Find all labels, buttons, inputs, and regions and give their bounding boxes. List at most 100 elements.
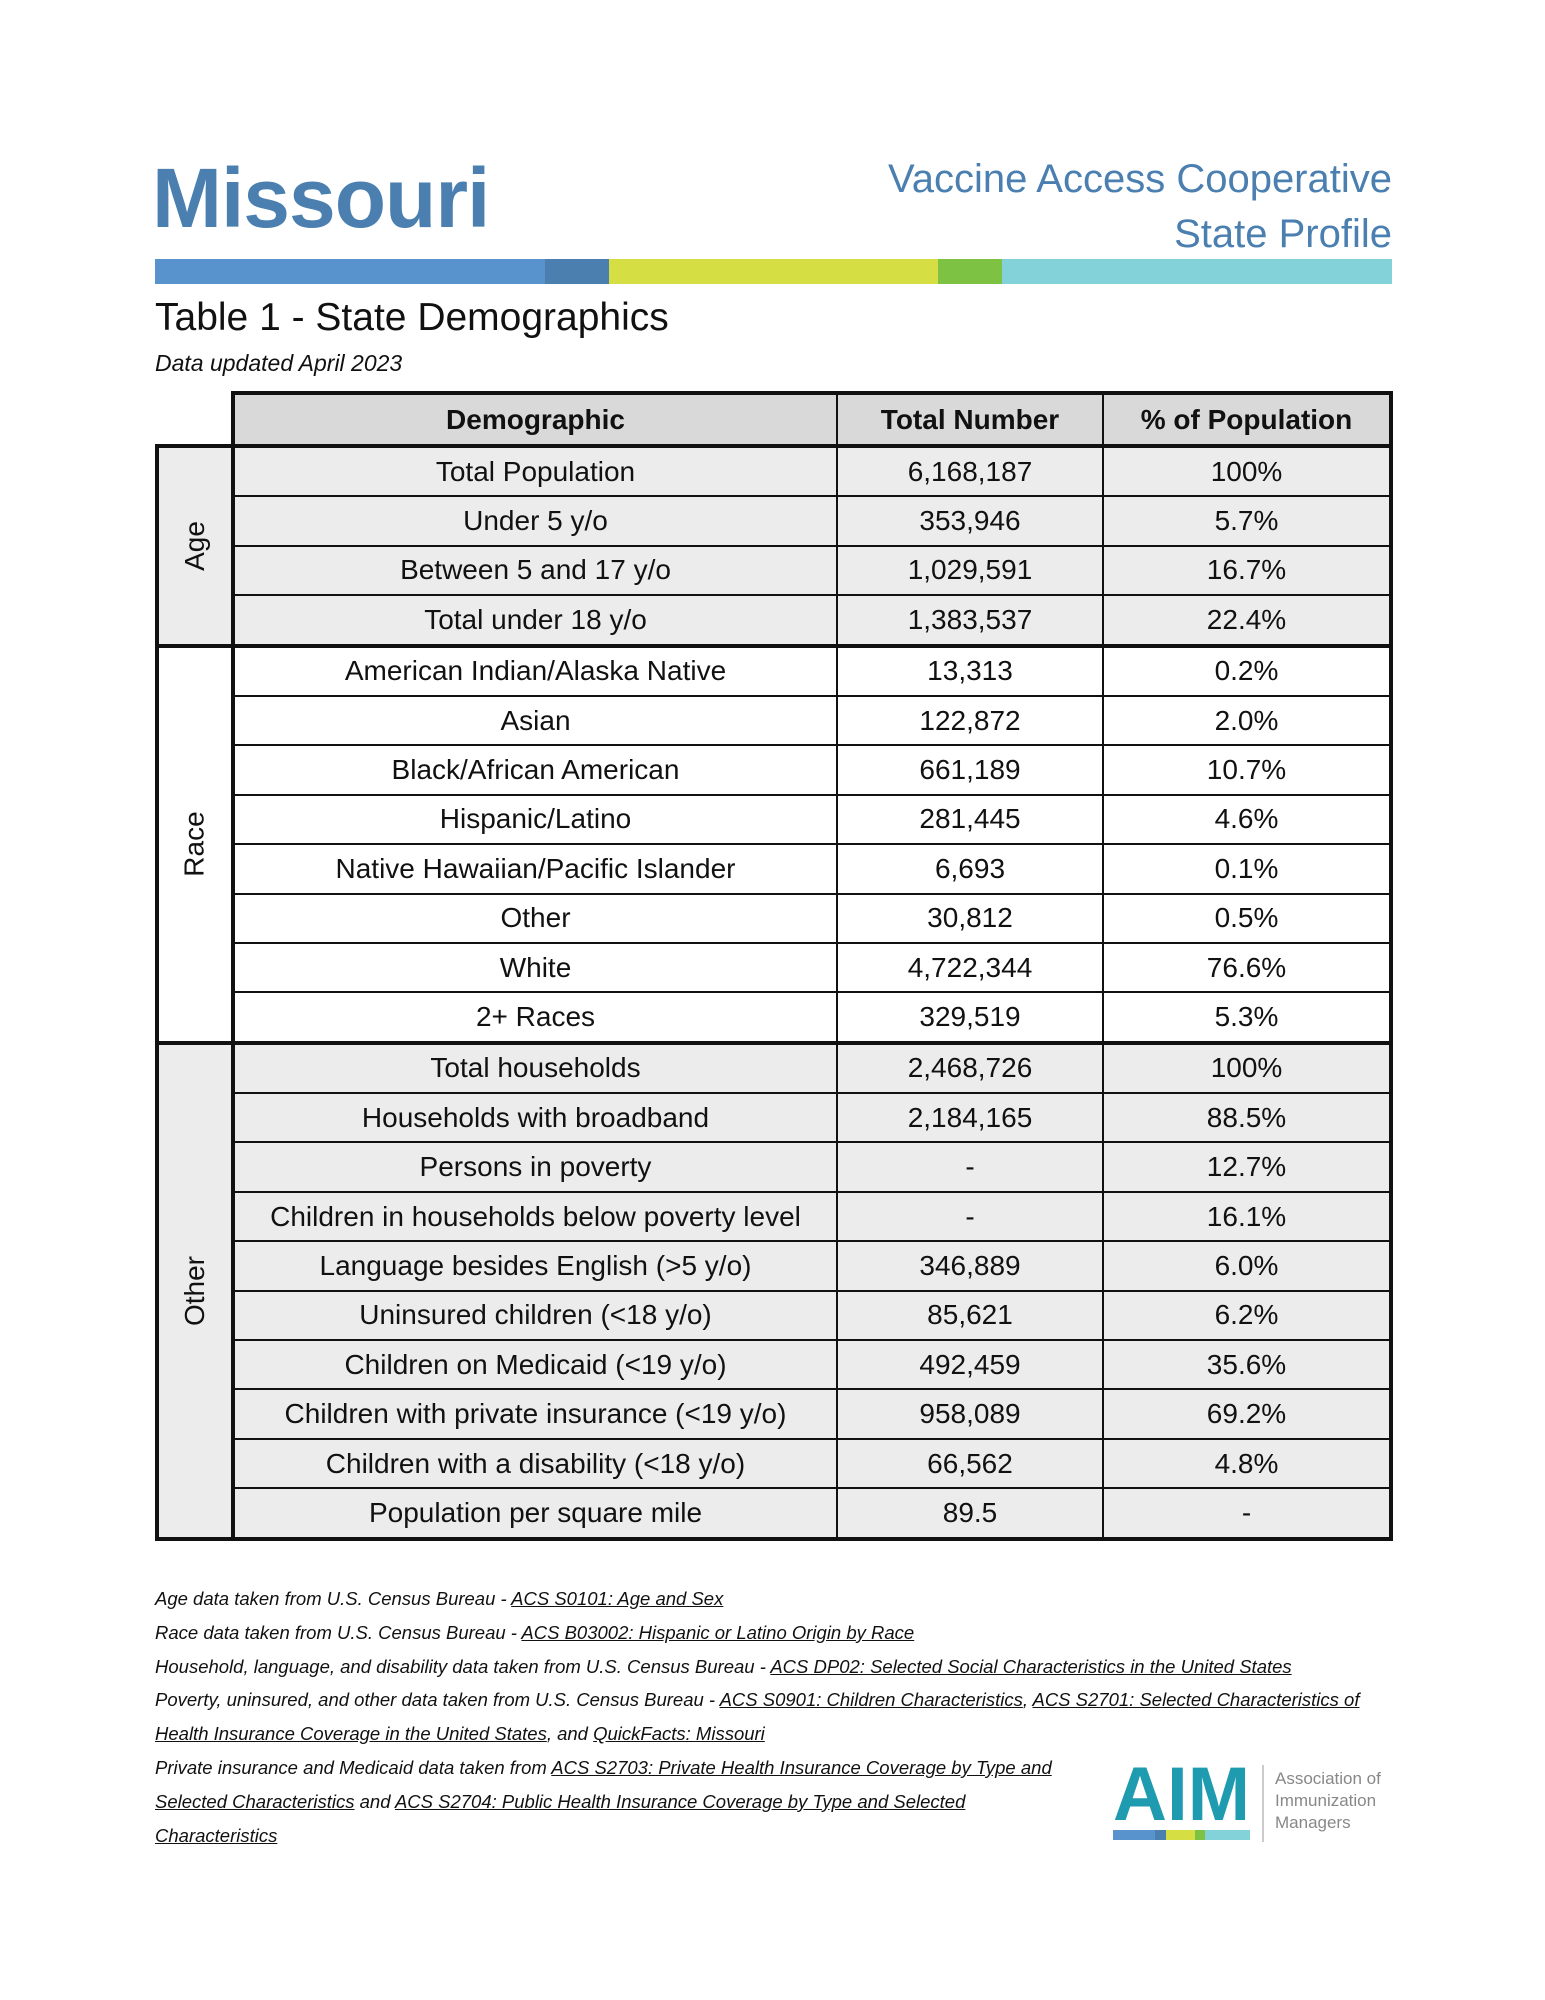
- source-note: Age data taken from U.S. Census Bureau -…: [155, 1582, 1395, 1616]
- total-number-cell: 661,189: [836, 744, 1104, 796]
- note-text: and: [354, 1790, 395, 1812]
- table-header-row: Demographic Total Number % of Population: [157, 391, 1393, 448]
- source-link[interactable]: ACS S2704: Public Health Insurance Cover…: [155, 1790, 966, 1846]
- table-row: Native Hawaiian/Pacific Islander 6,693 0.1…: [157, 843, 1393, 895]
- source-note: Private insurance and Medicaid data take…: [155, 1751, 1055, 1852]
- note-text: Household, language, and disability data…: [155, 1655, 771, 1677]
- total-number-cell: 85,621: [836, 1289, 1104, 1342]
- demographic-cell: Children with a disability (<18 y/o): [231, 1437, 838, 1490]
- percent-cell: 0.1%: [1102, 843, 1393, 895]
- table-title: Table 1 - State Demographics: [155, 296, 669, 339]
- total-number-cell: -: [836, 1190, 1104, 1243]
- total-number-cell: 66,562: [836, 1437, 1104, 1490]
- source-link[interactable]: ACS S2701: Selected Characteristics of H…: [155, 1689, 1360, 1745]
- org-line-2: State Profile: [1174, 212, 1392, 256]
- source-link[interactable]: QuickFacts: Missouri: [593, 1723, 765, 1745]
- data-updated-note: Data updated April 2023: [155, 350, 403, 376]
- note-text: Poverty, uninsured, and other data taken…: [155, 1689, 720, 1711]
- total-number-cell: 1,029,591: [836, 544, 1104, 597]
- demographic-cell: Between 5 and 17 y/o: [231, 544, 838, 597]
- table-row: Under 5 y/o 353,946 5.7%: [157, 495, 1393, 547]
- note-text: Race data taken from U.S. Census Bureau …: [155, 1621, 522, 1643]
- percent-cell: 0.2%: [1102, 643, 1393, 697]
- note-text: , and: [546, 1723, 594, 1745]
- percent-cell: 6.2%: [1102, 1289, 1393, 1342]
- total-number-cell: 329,519: [836, 991, 1104, 1044]
- source-link[interactable]: ACS DP02: Selected Social Characteristic…: [770, 1655, 1292, 1677]
- table-row: Total under 18 y/o 1,383,537 22.4%: [157, 594, 1393, 647]
- source-link[interactable]: ACS S0101: Age and Sex: [511, 1588, 724, 1609]
- total-number-cell: 492,459: [836, 1339, 1104, 1391]
- source-note: Race data taken from U.S. Census Bureau …: [155, 1616, 1395, 1650]
- source-link[interactable]: ACS S2703: Private Health Insurance Cove…: [155, 1756, 1052, 1812]
- org-line-1: Vaccine Access Cooperative: [888, 157, 1392, 201]
- aim-logo-text: Association of Immunization Managers: [1275, 1768, 1381, 1834]
- demographic-cell: Children with private insurance (<19 y/o…: [231, 1388, 838, 1440]
- color-bar-segment: [155, 259, 545, 284]
- total-number-cell: 353,946: [836, 495, 1104, 547]
- table-row: Uninsured children (<18 y/o) 85,621 6.2%: [157, 1289, 1393, 1342]
- demographic-cell: Uninsured children (<18 y/o): [231, 1289, 838, 1342]
- table-row: Age Total Population 6,168,187 100%: [155, 443, 1393, 648]
- table-row: 2+ Races 329,519 5.3%: [157, 991, 1393, 1044]
- total-number-cell: 30,812: [836, 892, 1104, 944]
- logo-line-2: Immunization: [1275, 1791, 1377, 1810]
- percent-cell: -: [1102, 1487, 1393, 1541]
- total-number-cell: 2,468,726: [836, 1040, 1104, 1095]
- demographic-cell: Under 5 y/o: [231, 495, 838, 547]
- demographic-cell: Native Hawaiian/Pacific Islander: [231, 843, 838, 895]
- table-row: Hispanic/Latino 281,445 4.6%: [157, 793, 1393, 846]
- table-row: Persons in poverty -12.7%: [157, 1141, 1393, 1193]
- percent-cell: 16.1%: [1102, 1190, 1393, 1243]
- percent-cell: 4.6%: [1102, 793, 1393, 846]
- table-row: Between 5 and 17 y/o 1,029,591 16.7%: [157, 544, 1393, 597]
- note-text: Age data taken from U.S. Census Bureau -: [155, 1588, 512, 1609]
- total-number-cell: 2,184,165: [836, 1092, 1104, 1144]
- percent-cell: 12.7%: [1102, 1141, 1393, 1193]
- total-number-cell: 4,722,344: [836, 941, 1104, 994]
- demographic-cell: Total households: [231, 1040, 838, 1095]
- group-label-other: Other: [155, 1040, 235, 1541]
- percent-cell: 100%: [1102, 443, 1393, 498]
- table-row: Race American Indian/Alaska Native 13,313 0…: [155, 643, 1393, 1045]
- demographic-cell: Population per square mile: [231, 1487, 838, 1541]
- source-note: Household, language, and disability data…: [155, 1650, 1395, 1684]
- table-row: Children on Medicaid (<19 y/o) 492,459 35.…: [157, 1339, 1393, 1391]
- group-label-text: Race: [179, 811, 210, 877]
- percent-cell: 35.6%: [1102, 1339, 1393, 1391]
- percent-cell: 2.0%: [1102, 694, 1393, 747]
- total-number-cell: 13,313: [836, 643, 1104, 697]
- demographics-table: Demographic Total Number % of Population…: [155, 391, 1393, 1541]
- percent-cell: 16.7%: [1102, 544, 1393, 597]
- table-row: Households with broadband 2,184,165 88.5%: [157, 1092, 1393, 1144]
- source-link[interactable]: ACS S0901: Children Characteristics: [719, 1689, 1023, 1711]
- demographic-cell: Language besides English (>5 y/o): [231, 1240, 838, 1292]
- demographic-cell: American Indian/Alaska Native: [231, 643, 838, 697]
- total-number-cell: -: [836, 1141, 1104, 1193]
- demographic-cell: Black/African American: [231, 744, 838, 796]
- total-number-cell: 958,089: [836, 1388, 1104, 1440]
- group-label-age: Age: [155, 444, 235, 648]
- state-title: Missouri: [152, 151, 490, 245]
- percent-cell: 69.2%: [1102, 1388, 1393, 1440]
- percent-cell: 4.8%: [1102, 1437, 1393, 1490]
- percent-cell: 76.6%: [1102, 941, 1393, 994]
- percent-cell: 6.0%: [1102, 1240, 1393, 1292]
- demographic-cell: Households with broadband: [231, 1092, 838, 1144]
- demographic-cell: 2+ Races: [231, 991, 838, 1044]
- group-label-text: Age: [178, 520, 210, 571]
- demographic-cell: Other: [231, 892, 838, 944]
- percent-cell: 0.5%: [1102, 892, 1393, 944]
- percent-cell: 5.3%: [1102, 991, 1393, 1044]
- svg-text:AIM: AIM: [1113, 1760, 1250, 1837]
- col-header-demographic: Demographic: [231, 391, 838, 447]
- demographic-cell: Children in households below poverty lev…: [231, 1190, 838, 1243]
- table-row: Children with private insurance (<19 y/o…: [157, 1388, 1393, 1440]
- table-row: Other Total households 2,468,726 100%: [155, 1040, 1393, 1541]
- table-row: White 4,722,344 76.6%: [157, 941, 1393, 994]
- source-link[interactable]: ACS B03002: Hispanic or Latino Origin by…: [521, 1621, 915, 1643]
- percent-cell: 10.7%: [1102, 744, 1393, 796]
- total-number-cell: 89.5: [836, 1487, 1104, 1541]
- color-bar-segment: [609, 259, 938, 284]
- demographic-cell: Children on Medicaid (<19 y/o): [231, 1339, 838, 1391]
